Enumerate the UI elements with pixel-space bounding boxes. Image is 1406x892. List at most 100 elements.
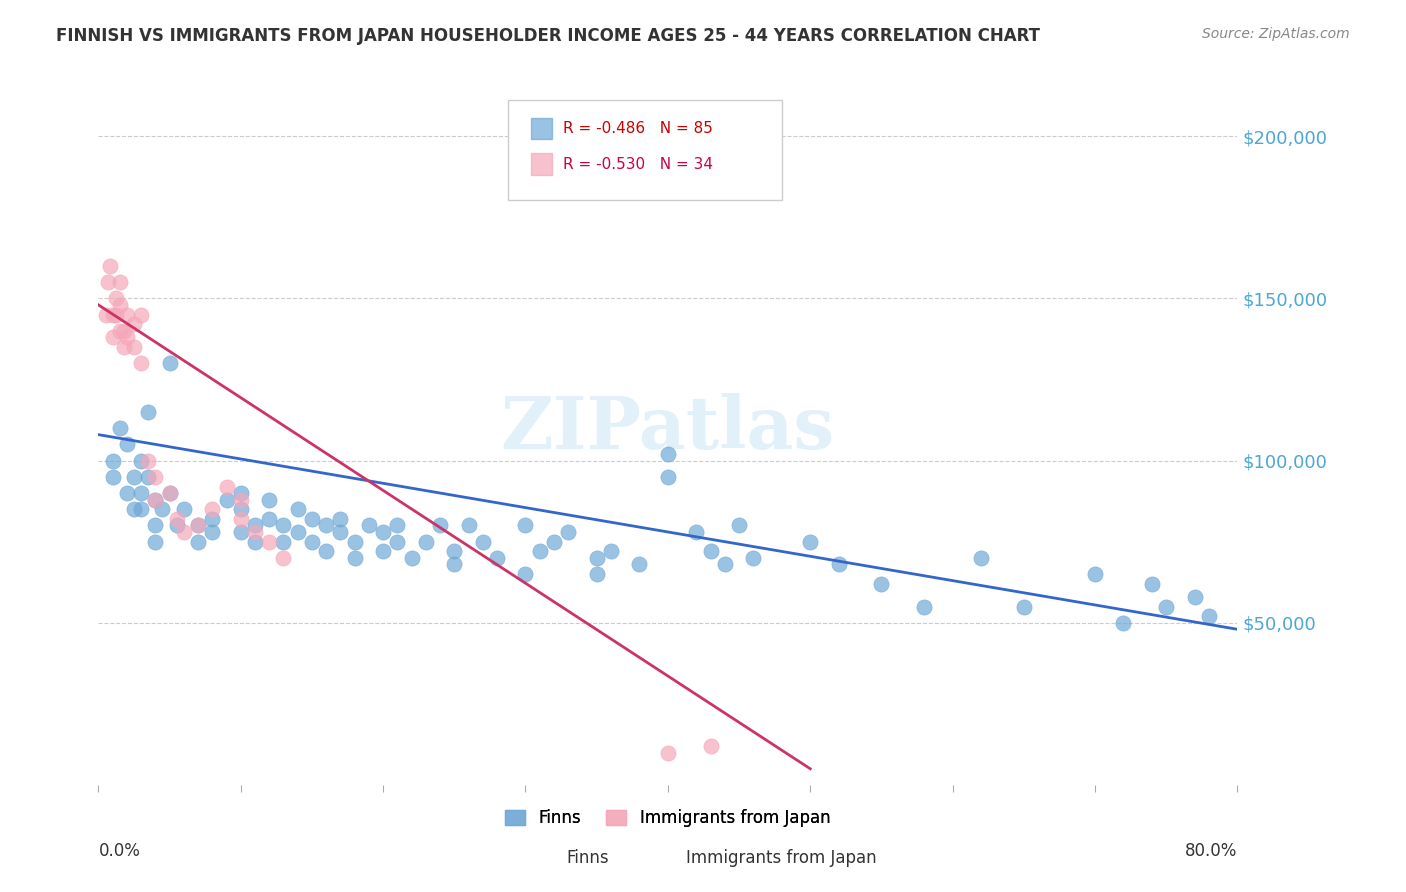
Text: Immigrants from Japan: Immigrants from Japan [686,849,877,867]
Point [728,518,751,533]
Point [104,308,127,322]
Point [557,524,579,539]
Point [136,453,159,467]
Point [187,518,209,533]
Point [387,518,409,533]
Point [229,524,252,539]
Point [122,470,145,484]
Point [742,550,765,565]
Point [301,512,323,526]
Point [201,502,224,516]
Point [515,518,537,533]
Point [129,502,152,516]
Point [486,550,509,565]
Point [699,544,721,558]
Point [415,534,437,549]
FancyBboxPatch shape [531,153,551,175]
Point [129,308,152,322]
Point [122,340,145,354]
Point [259,492,281,507]
Point [657,470,679,484]
Point [259,512,281,526]
Point [187,518,209,533]
Text: R = -0.486   N = 85: R = -0.486 N = 85 [562,121,713,136]
Point [373,544,395,558]
Point [657,746,679,760]
Point [373,524,395,539]
Point [585,550,607,565]
Point [108,421,131,435]
Point [471,534,494,549]
Point [94,308,117,322]
Point [1140,577,1163,591]
Point [443,558,465,572]
Text: FINNISH VS IMMIGRANTS FROM JAPAN HOUSEHOLDER INCOME AGES 25 - 44 YEARS CORRELATI: FINNISH VS IMMIGRANTS FROM JAPAN HOUSEHO… [56,27,1040,45]
Point [301,534,323,549]
Text: Source: ZipAtlas.com: Source: ZipAtlas.com [1202,27,1350,41]
Point [152,502,174,516]
Point [229,512,252,526]
Point [173,502,195,516]
Point [600,544,623,558]
Point [201,512,224,526]
Point [108,275,131,289]
Point [685,524,707,539]
Point [101,470,124,484]
Point [287,502,309,516]
Point [1154,599,1177,614]
Point [129,453,152,467]
Point [215,492,238,507]
Text: 80.0%: 80.0% [1185,842,1237,860]
Point [145,470,167,484]
Point [273,518,295,533]
Point [115,308,138,322]
Point [799,534,821,549]
Point [145,518,167,533]
Point [159,486,181,500]
Point [173,524,195,539]
Point [828,558,851,572]
Point [585,567,607,582]
Point [108,324,131,338]
Point [343,550,366,565]
Point [115,486,138,500]
Point [912,599,935,614]
Point [101,330,124,344]
FancyBboxPatch shape [509,100,782,200]
Text: 0.0%: 0.0% [98,842,141,860]
Point [229,486,252,500]
Point [970,550,993,565]
Point [1012,599,1035,614]
Legend: Finns, Immigrants from Japan: Finns, Immigrants from Japan [499,803,837,834]
Point [628,558,651,572]
Point [243,534,266,549]
Point [457,518,479,533]
Point [1184,590,1206,604]
Text: Finns: Finns [567,849,609,867]
Point [145,492,167,507]
Point [315,518,337,533]
Point [714,558,737,572]
Point [401,550,423,565]
Point [101,308,124,322]
Point [357,518,380,533]
Point [1198,609,1220,624]
Point [201,524,224,539]
Point [699,739,721,753]
Point [159,356,181,370]
Point [136,470,159,484]
Point [515,567,537,582]
Point [97,275,120,289]
Point [243,518,266,533]
Point [229,502,252,516]
Point [122,502,145,516]
Point [115,437,138,451]
Text: R = -0.530   N = 34: R = -0.530 N = 34 [562,157,713,171]
Point [1084,567,1107,582]
Point [343,534,366,549]
Point [166,512,188,526]
Point [387,534,409,549]
Point [287,524,309,539]
Point [1112,615,1135,630]
Point [129,356,152,370]
